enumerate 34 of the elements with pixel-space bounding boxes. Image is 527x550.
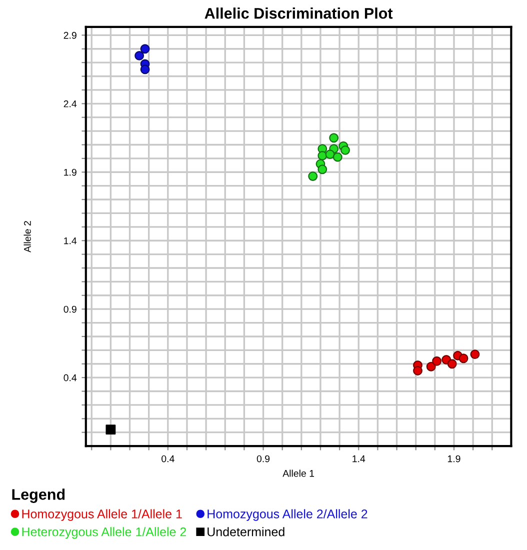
point: [426, 362, 436, 372]
point: [432, 356, 442, 366]
point: [458, 354, 468, 364]
point: [308, 172, 318, 181]
legend-label: Heterozygous Allele 1/Allele 2: [22, 527, 186, 539]
point: [140, 64, 150, 74]
point: [140, 44, 150, 54]
point: [470, 350, 480, 360]
y-tick-label: 2.9: [64, 32, 76, 39]
chart-title: Allelic Discrimination Plot: [204, 8, 393, 19]
legend-label: Homozygous Allele 2/Allele 2: [208, 509, 368, 521]
point: [413, 366, 422, 376]
point: [106, 424, 116, 435]
point: [134, 50, 144, 60]
y-tick-label: 1.9: [64, 168, 76, 176]
y-tick-label: 0.4: [64, 374, 77, 382]
y-tick-label: 1.4: [64, 237, 77, 244]
point: [318, 164, 328, 174]
legend-label: Homozygous Allele 1/Allele 1: [22, 509, 182, 521]
x-axis-title: Allele 1: [282, 470, 314, 477]
y-tick-label: 0.9: [64, 306, 76, 313]
point: [340, 145, 350, 155]
legend-label: Undetermined: [208, 527, 284, 536]
x-tick-label: 1.4: [352, 455, 366, 462]
point: [332, 152, 342, 162]
y-tick-label: 2.4: [64, 100, 77, 108]
point: [447, 359, 457, 369]
point: [329, 133, 339, 143]
x-tick-label: 1.9: [448, 455, 460, 462]
x-tick-label: 0.4: [162, 455, 174, 462]
y-axis-title: Allele 2: [24, 221, 31, 252]
legend-title: Legend: [12, 488, 65, 503]
x-tick-label: 0.9: [256, 455, 270, 462]
point: [325, 150, 335, 160]
